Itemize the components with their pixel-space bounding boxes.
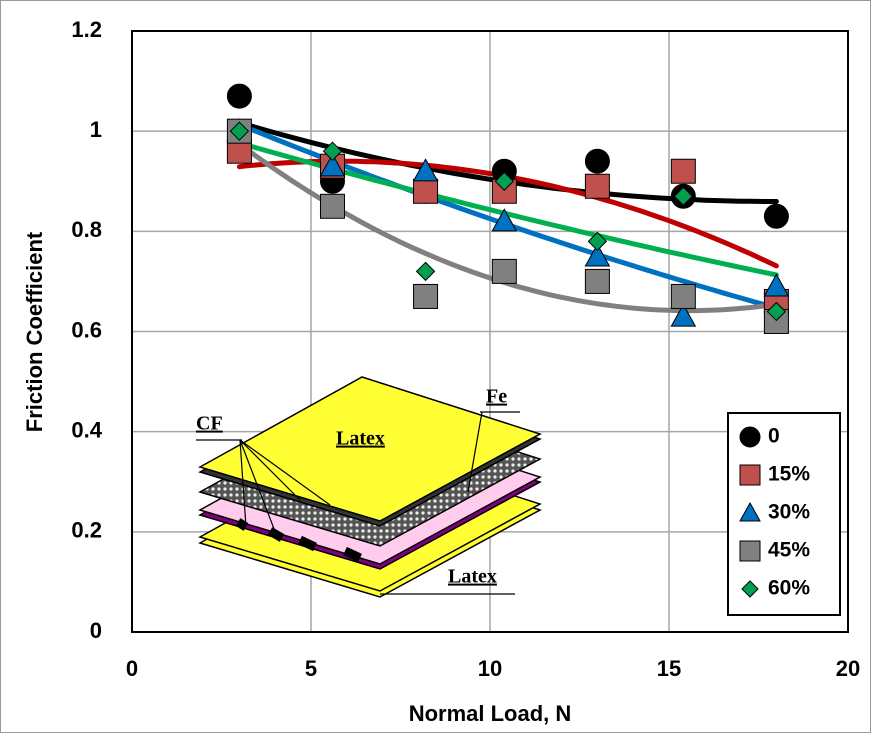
marker bbox=[739, 540, 761, 562]
y-tick-label: 0 bbox=[90, 618, 102, 643]
marker bbox=[415, 261, 436, 282]
marker bbox=[412, 158, 439, 182]
marker bbox=[739, 501, 761, 522]
x-tick-label: 20 bbox=[836, 656, 860, 681]
marker bbox=[413, 178, 439, 204]
x-tick-label: 0 bbox=[126, 656, 138, 681]
marker bbox=[322, 141, 343, 161]
marker bbox=[491, 258, 517, 284]
marker bbox=[413, 283, 439, 309]
y-tick-label: 1 bbox=[90, 117, 102, 142]
annotation: Fe bbox=[486, 386, 507, 408]
marker bbox=[739, 426, 761, 448]
marker bbox=[226, 83, 252, 109]
legend-label: 45% bbox=[768, 539, 810, 562]
x-tick-label: 10 bbox=[478, 656, 502, 681]
marker bbox=[491, 208, 518, 232]
marker bbox=[741, 580, 759, 598]
legend-label: 15% bbox=[768, 463, 810, 486]
marker bbox=[584, 173, 610, 199]
legend-label: 30% bbox=[768, 501, 810, 524]
marker bbox=[587, 231, 608, 252]
annotation: Latex bbox=[336, 428, 385, 450]
marker bbox=[763, 203, 789, 229]
y-tick-label: 1.2 bbox=[71, 17, 102, 42]
annotation: Latex bbox=[448, 566, 497, 588]
y-tick-label: 0.6 bbox=[71, 317, 102, 342]
leader-lines bbox=[196, 411, 520, 595]
annotation: CF bbox=[196, 413, 223, 435]
y-tick-label: 0.4 bbox=[71, 417, 102, 442]
y-tick-label: 0.8 bbox=[71, 217, 102, 242]
marker bbox=[739, 464, 761, 486]
marker bbox=[670, 283, 696, 309]
legend-label: 60% bbox=[768, 577, 810, 600]
marker bbox=[584, 243, 611, 267]
x-axis-label: Normal Load, N bbox=[409, 701, 572, 726]
x-tick-label: 5 bbox=[305, 656, 317, 681]
marker bbox=[673, 186, 694, 206]
plot-area bbox=[131, 30, 849, 633]
y-axis-label: Friction Coefficient bbox=[22, 231, 47, 432]
marker bbox=[670, 158, 696, 184]
marker bbox=[763, 273, 790, 297]
cf-stripes bbox=[235, 518, 362, 563]
marker bbox=[319, 153, 346, 177]
marker bbox=[584, 148, 610, 174]
marker bbox=[494, 171, 515, 191]
marker bbox=[319, 193, 345, 219]
x-tick-label: 15 bbox=[657, 656, 681, 681]
y-tick-label: 0.2 bbox=[71, 518, 102, 543]
marker bbox=[670, 303, 697, 327]
marker bbox=[229, 121, 250, 141]
marker bbox=[584, 268, 610, 294]
inset-diagram: CF Latex Fe Latex bbox=[196, 376, 542, 598]
marker bbox=[766, 301, 787, 322]
legend-label: 0 bbox=[768, 425, 780, 448]
